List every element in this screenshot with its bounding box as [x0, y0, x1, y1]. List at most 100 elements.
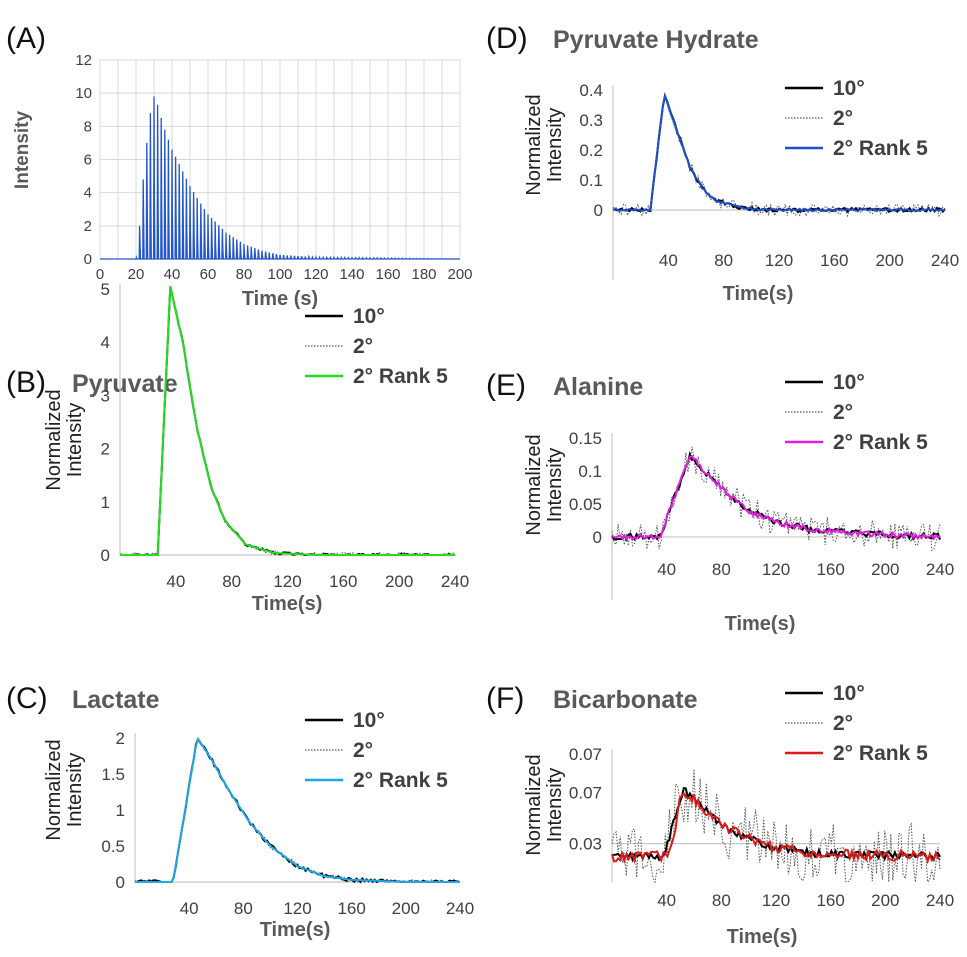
x-tick-label: 40: [659, 251, 678, 270]
panel-letter: (E): [486, 369, 526, 402]
y-tick-label: 1: [116, 801, 125, 820]
y-axis-label-line: Normalized: [523, 94, 545, 195]
y-tick-label: 0.05: [569, 495, 602, 514]
panel-letter: (D): [486, 22, 528, 55]
series-line-2-rank-5: [135, 736, 460, 883]
x-tick-label: 0: [96, 266, 104, 283]
y-tick-label: 6: [84, 152, 92, 169]
y-axis-label-line: Intensity: [544, 768, 566, 842]
x-tick-label: 160: [337, 899, 365, 918]
y-tick-label: 0.07: [569, 783, 602, 802]
y-axis-label-text: NormalizedIntensity: [523, 94, 566, 195]
x-tick-label: 80: [712, 560, 731, 579]
x-tick-label: 120: [303, 266, 328, 283]
x-tick-label: 200: [871, 560, 899, 579]
x-tick-label: 60: [200, 266, 217, 283]
panel-letter: (C): [6, 682, 48, 715]
y-axis-label: NormalizedIntensity: [523, 94, 566, 195]
y-tick-label: 0.15: [569, 429, 602, 448]
y-axis-label-line: Intensity: [544, 108, 566, 182]
y-axis-label-line: Intensity: [64, 403, 86, 477]
x-tick-label: 240: [441, 572, 469, 591]
legend-label: 2°: [353, 335, 373, 358]
y-axis-label-line: Intensity: [544, 448, 566, 522]
x-tick-label: 80: [712, 891, 731, 910]
y-tick-label: 5: [101, 280, 110, 299]
x-tick-label: 40: [164, 266, 181, 283]
legend-label: 10°: [353, 305, 385, 328]
x-tick-label: 120: [765, 251, 793, 270]
series-line-2-: [119, 287, 455, 556]
x-tick-label: 240: [926, 560, 954, 579]
x-tick-label: 240: [931, 251, 959, 270]
y-tick-label: 0: [101, 546, 110, 565]
x-tick-label: 160: [816, 560, 844, 579]
series-line-2-rank-5: [612, 91, 946, 213]
series-line-2-rank-5: [611, 791, 941, 865]
y-tick-label: 10: [75, 85, 92, 102]
x-tick-label: 200: [447, 266, 472, 283]
x-tick-label: 120: [273, 572, 301, 591]
panel-title: Pyruvate Hydrate: [553, 26, 759, 54]
y-axis-label: Intensity: [12, 111, 33, 190]
x-tick-label: 200: [385, 572, 413, 591]
y-tick-label: 8: [84, 118, 92, 135]
panel-title: Pyruvate: [72, 370, 178, 398]
y-tick-label: 2: [101, 440, 110, 459]
y-tick-label: 0.2: [579, 141, 603, 160]
x-tick-label: 240: [446, 899, 474, 918]
x-tick-label: 80: [222, 572, 241, 591]
y-axis-label-line: Normalized: [43, 739, 65, 840]
y-tick-label: 2: [116, 729, 125, 748]
legend-label: 2° Rank 5: [353, 769, 448, 792]
y-tick-label: 0.1: [579, 171, 603, 190]
panel-b: (B) Pyruvate 0 1 2 3 4 5 40 80 120 160 200 240 Time(s)…: [6, 280, 469, 615]
series-line-10-: [134, 737, 460, 884]
x-tick-label: 120: [762, 560, 790, 579]
panel-d: (D) Pyruvate Hydrate 0 0.1 0.2 0.3 0.4 40 80 120 1…: [486, 22, 959, 305]
panel-e: (E) Alanine 0 0.05 0.1 0.15 40 80 120 160 200 240 Ti…: [486, 369, 954, 635]
x-axis-label: Time(s): [260, 919, 331, 941]
x-axis-label: Time (s): [242, 288, 318, 310]
legend-label: 2°: [353, 739, 373, 762]
panel-title: Alanine: [553, 373, 643, 401]
x-tick-label: 200: [871, 891, 899, 910]
x-tick-label: 80: [234, 899, 253, 918]
x-tick-label: 80: [236, 266, 253, 283]
x-tick-label: 120: [762, 891, 790, 910]
y-axis-label: NormalizedIntensity: [43, 739, 86, 840]
x-tick-label: 20: [128, 266, 145, 283]
y-tick-label: 0: [593, 528, 602, 547]
x-tick-label: 100: [267, 266, 292, 283]
x-tick-label: 40: [166, 572, 185, 591]
y-axis-label-line: Normalized: [523, 754, 545, 855]
series-line-2-: [134, 740, 461, 883]
legend-label: 2° Rank 5: [833, 137, 928, 160]
y-axis-label-text: NormalizedIntensity: [523, 434, 566, 535]
y-tick-label: 2: [84, 218, 92, 235]
x-tick-label: 160: [375, 266, 400, 283]
y-tick-label: 0.5: [101, 837, 125, 856]
legend-label: 10°: [833, 77, 865, 100]
y-tick-label: 0: [84, 251, 92, 268]
y-tick-label: 1: [101, 493, 110, 512]
y-tick-label: 0: [116, 873, 125, 892]
legend-label: 2°: [833, 107, 853, 130]
x-tick-label: 160: [816, 891, 844, 910]
y-tick-label: 4: [101, 333, 110, 352]
y-tick-label: 0.03: [569, 835, 602, 854]
panel-f: (F) Bicarbonate 0.03 0.07 0.07 40 80 120 160 200 2…: [486, 682, 954, 948]
y-axis-label-text: NormalizedIntensity: [43, 739, 86, 840]
x-tick-label: 40: [180, 899, 199, 918]
x-tick-label: 240: [926, 891, 954, 910]
legend-label: 2° Rank 5: [353, 365, 448, 388]
series-line-10-: [119, 286, 455, 557]
y-tick-label: 4: [84, 185, 92, 202]
y-tick-label: 0.07: [569, 745, 602, 764]
x-axis-label: Time(s): [723, 283, 794, 305]
legend-label: 10°: [833, 371, 865, 394]
x-tick-label: 40: [657, 560, 676, 579]
x-tick-label: 160: [329, 572, 357, 591]
x-tick-label: 120: [283, 899, 311, 918]
y-axis-label-line: Normalized: [43, 389, 65, 490]
